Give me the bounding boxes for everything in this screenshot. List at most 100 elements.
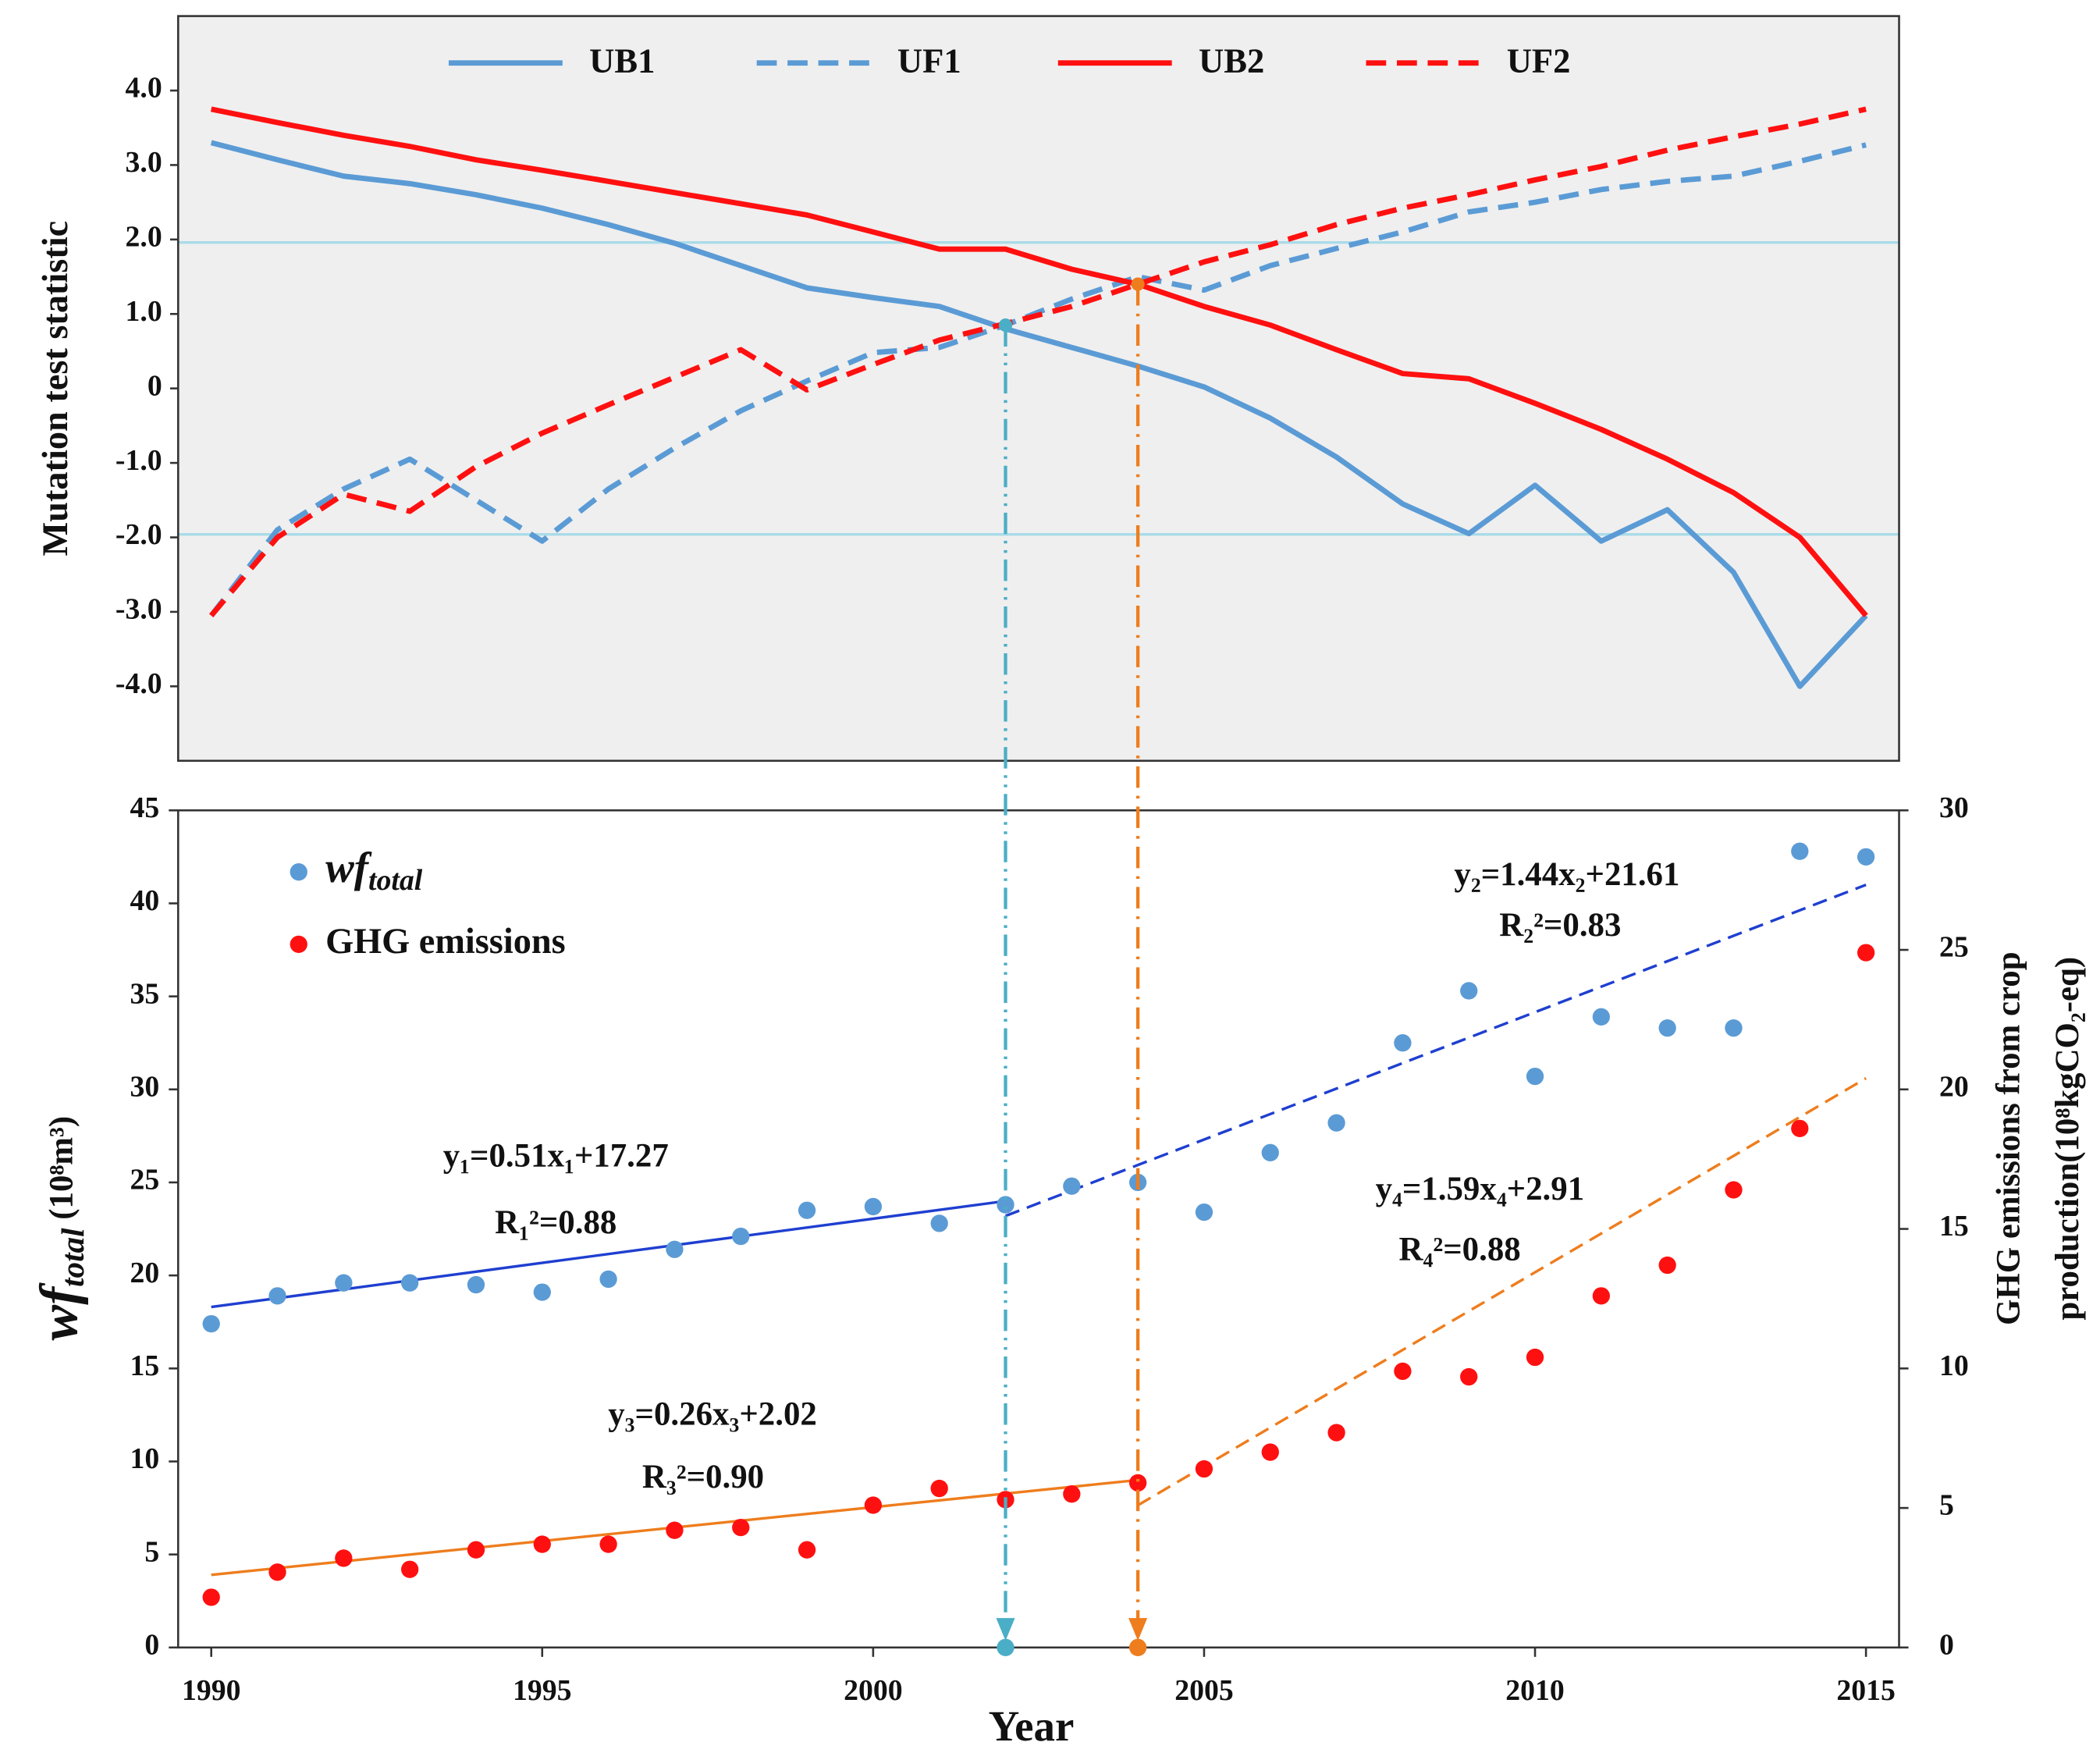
y-axis-label: wftotal (10⁸m³) <box>29 1116 91 1341</box>
scatter-point <box>1791 1119 1809 1137</box>
y-axis-label: Mutation test statistic <box>36 221 76 556</box>
scatter-point <box>335 1274 353 1292</box>
scatter-point <box>1658 1019 1676 1037</box>
y-tick-label: 30 <box>130 1070 160 1103</box>
scatter-point <box>1592 1008 1611 1026</box>
y-tick-label: 5 <box>144 1535 159 1568</box>
legend-marker <box>290 863 307 881</box>
x-tick-label: 2005 <box>1174 1674 1234 1707</box>
fit-line <box>1004 884 1867 1218</box>
change-point-arrow <box>996 1618 1015 1641</box>
y2-tick-label: 15 <box>1939 1210 1969 1243</box>
y-tick-label: -1.0 <box>115 444 162 477</box>
scatter-point <box>1526 1348 1544 1367</box>
y-tick-label: 45 <box>130 791 160 824</box>
fit-equation: R₂²=0.83 <box>1499 907 1621 944</box>
y-tick-label: 4.0 <box>126 72 162 105</box>
y-tick-label: 25 <box>130 1164 160 1196</box>
y-tick-label: -3.0 <box>115 593 162 626</box>
x-axis-label: Year <box>989 1702 1075 1750</box>
scatter-point <box>1460 982 1478 1000</box>
scatter-point <box>335 1549 353 1567</box>
y-tick-label: 0 <box>144 1629 159 1662</box>
legend-label: wftotal <box>325 844 423 897</box>
legend-marker <box>290 935 307 954</box>
y2-tick-label: 10 <box>1939 1349 1969 1382</box>
scatter-point <box>1725 1181 1743 1199</box>
scatter-point <box>1394 1034 1412 1052</box>
fit-equation: y₂=1.44x₂+21.61 <box>1454 856 1679 893</box>
y2-tick-label: 5 <box>1939 1489 1954 1522</box>
scatter-point <box>1128 1474 1147 1492</box>
scatter-point <box>467 1541 485 1559</box>
x-tick-label: 1990 <box>182 1674 241 1707</box>
scatter-point <box>864 1496 883 1514</box>
scatter-point <box>268 1287 286 1305</box>
scatter-point <box>1658 1256 1676 1275</box>
scatter-point <box>1195 1203 1213 1221</box>
scatter-point <box>202 1314 220 1333</box>
scatter-point <box>1857 944 1875 962</box>
fit-equation: R₃²=0.90 <box>642 1459 764 1495</box>
scatter-point <box>1261 1143 1279 1161</box>
scatter-point <box>1791 842 1809 860</box>
scatter-point <box>1394 1362 1412 1381</box>
legend-label: UF1 <box>897 41 961 80</box>
x-tick-label: 2010 <box>1505 1674 1565 1707</box>
y2-tick-label: 20 <box>1939 1070 1969 1103</box>
change-point-arrow <box>1128 1618 1148 1641</box>
legend-label: UF2 <box>1507 41 1571 80</box>
scatter-point <box>798 1201 816 1219</box>
series-line <box>208 142 1867 617</box>
scatter-point <box>599 1535 617 1553</box>
y-tick-label: 3.0 <box>126 146 162 179</box>
scatter-point <box>930 1214 948 1232</box>
y-tick-label: 2.0 <box>126 221 162 254</box>
change-point-axis-marker <box>997 1638 1014 1656</box>
fit-equation: R₄²=0.88 <box>1399 1231 1521 1268</box>
scatter-point <box>732 1518 750 1537</box>
scatter-point <box>997 1196 1014 1214</box>
legend-label-sub: total <box>368 864 423 897</box>
scatter-point <box>1195 1460 1213 1478</box>
legend-label-main: wf <box>325 844 372 891</box>
y-tick-label: 1.0 <box>126 295 162 328</box>
scatter-point <box>401 1560 419 1578</box>
scatter-point <box>1857 848 1875 866</box>
y2-tick-label: 25 <box>1939 931 1969 964</box>
scatter-point <box>1327 1424 1345 1442</box>
y-axis-label-sub: total <box>55 1228 91 1287</box>
scatter-point <box>1460 1367 1478 1386</box>
scatter-point <box>202 1588 220 1606</box>
x-tick-label: 2000 <box>844 1674 903 1707</box>
y-tick-label: 0 <box>147 369 162 402</box>
legend-label: UB2 <box>1199 41 1264 80</box>
scatter-point <box>533 1535 551 1553</box>
change-point-marker <box>1131 277 1145 291</box>
legend-label-main: GHG emissions <box>325 921 566 961</box>
y-tick-label: -2.0 <box>115 518 162 551</box>
y-tick-label: 20 <box>130 1257 160 1289</box>
scatter-point <box>666 1521 684 1539</box>
y-tick-label: 40 <box>130 884 160 917</box>
change-point-marker <box>998 318 1013 332</box>
change-point-axis-marker <box>1128 1638 1147 1656</box>
legend-label: GHG emissions <box>325 921 566 961</box>
scatter-point <box>1063 1485 1081 1503</box>
scatter-point <box>930 1479 948 1498</box>
y-axis-label-main: wf <box>29 1282 88 1341</box>
series-line <box>209 106 1867 617</box>
x-tick-label: 1995 <box>513 1674 572 1707</box>
scatter-point <box>864 1197 883 1216</box>
fit-equation: y₄=1.59x₄+2.91 <box>1376 1171 1585 1207</box>
y2-tick-label: 30 <box>1939 791 1969 824</box>
y-tick-label: 15 <box>130 1349 160 1382</box>
fit-line <box>1137 1077 1867 1507</box>
series-line <box>211 106 1868 617</box>
scatter-point <box>467 1275 485 1294</box>
scatter-point <box>1592 1287 1611 1305</box>
scatter-point <box>1063 1177 1081 1195</box>
y-tick-label: 35 <box>130 977 160 1010</box>
scatter-point <box>268 1563 286 1581</box>
